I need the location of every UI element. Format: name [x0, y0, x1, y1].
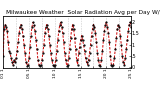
Text: Milwaukee Weather  Solar Radiation Avg per Day W/m2/minute: Milwaukee Weather Solar Radiation Avg pe…: [6, 10, 160, 15]
